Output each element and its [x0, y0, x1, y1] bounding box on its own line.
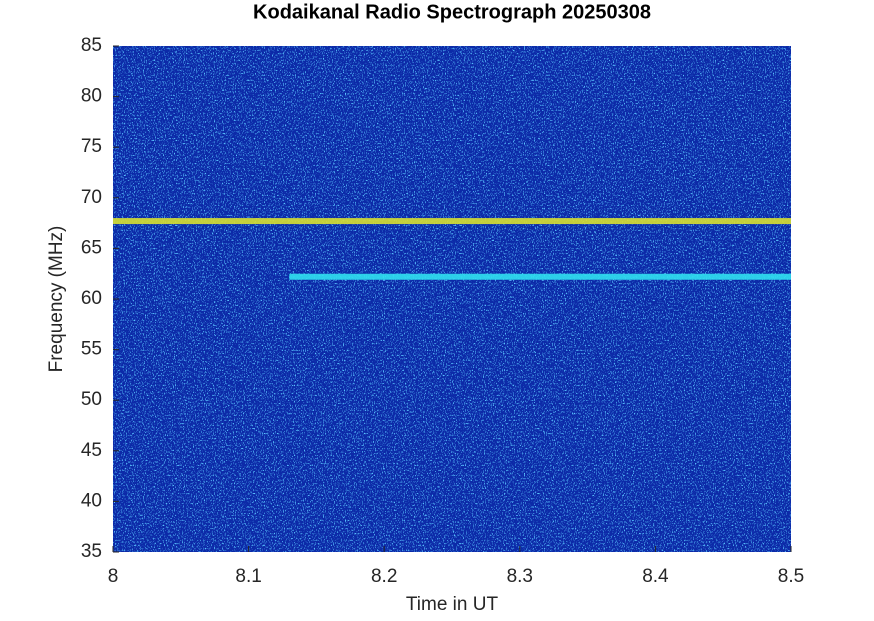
y-tick-label: 50: [81, 389, 102, 410]
y-tick-label: 35: [81, 541, 102, 562]
y-tick-label: 55: [81, 339, 102, 360]
y-axis-label: Frequency (MHz): [46, 226, 67, 373]
emission-band: [113, 218, 791, 225]
y-tick-label: 45: [81, 440, 102, 461]
plot-area: [113, 46, 791, 552]
chart-title: Kodaikanal Radio Spectrograph 20250308: [253, 1, 651, 23]
y-tick-label: 65: [81, 237, 102, 258]
x-tick-label: 8.3: [507, 566, 533, 587]
y-tick-label: 70: [81, 187, 102, 208]
emission-band: [289, 273, 791, 280]
x-tick-label: 8.1: [235, 566, 261, 587]
y-tick-label: 75: [81, 136, 102, 157]
x-tick-label: 8: [108, 566, 119, 587]
y-tick-label: 80: [81, 86, 102, 107]
x-tick-label: 8.4: [642, 566, 669, 587]
y-tick-label: 85: [81, 35, 102, 56]
spectrogram-noise: [113, 46, 791, 552]
x-tick-label: 8.2: [371, 566, 397, 587]
x-axis-label: Time in UT: [406, 594, 499, 615]
x-tick-label: 8.5: [778, 566, 804, 587]
y-tick-label: 40: [81, 490, 102, 511]
y-tick-label: 60: [81, 288, 102, 309]
